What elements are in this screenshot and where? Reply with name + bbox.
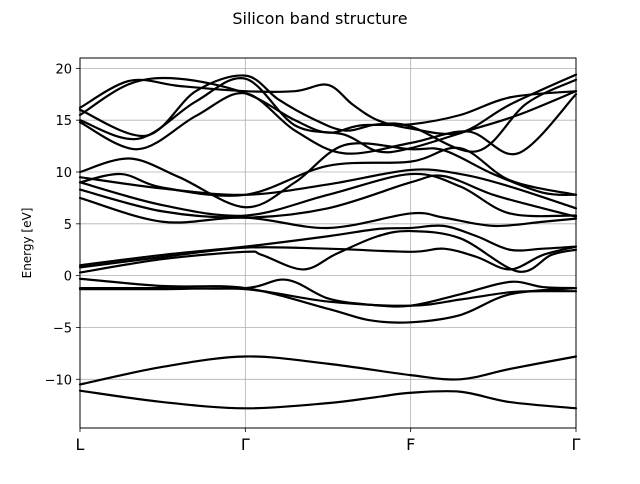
x-tick-label: L	[76, 435, 85, 454]
band-line-2	[78, 355, 578, 386]
y-tick-label: −10	[45, 373, 72, 388]
y-tick-label: 10	[55, 166, 72, 181]
grid-lines	[79, 58, 577, 428]
y-axis-label: Energy [eV]	[20, 208, 34, 279]
chart-title: Silicon band structure	[232, 9, 407, 28]
band-line-7	[78, 245, 578, 271]
band-line-17	[78, 74, 578, 153]
band-line-18	[78, 73, 578, 136]
band-lines	[78, 73, 578, 410]
y-tick-label: 0	[64, 270, 72, 285]
band-line-14	[78, 146, 578, 197]
plot-frame	[79, 57, 577, 429]
band-line-6	[78, 229, 578, 274]
band-line-19	[78, 76, 578, 134]
band-line-1	[78, 389, 578, 410]
band-line-11	[78, 172, 578, 218]
band-line-9	[78, 196, 578, 230]
x-tick-label: F	[406, 435, 415, 454]
band-line-10	[78, 174, 578, 219]
x-tick-label: Γ	[572, 435, 581, 454]
y-tick-label: 15	[55, 114, 72, 129]
band-line-5	[78, 277, 578, 324]
x-tick-label: Γ	[241, 435, 250, 454]
y-tick-label: −5	[53, 321, 72, 336]
band-line-15	[78, 92, 578, 156]
y-tick-label: 20	[55, 62, 72, 77]
y-tick-label: 5	[64, 218, 72, 233]
band-line-16	[78, 77, 578, 154]
band-line-8	[78, 224, 578, 267]
axis-ticks: −10 −5 0 5 10 15 20 L Γ F Γ	[45, 62, 581, 454]
